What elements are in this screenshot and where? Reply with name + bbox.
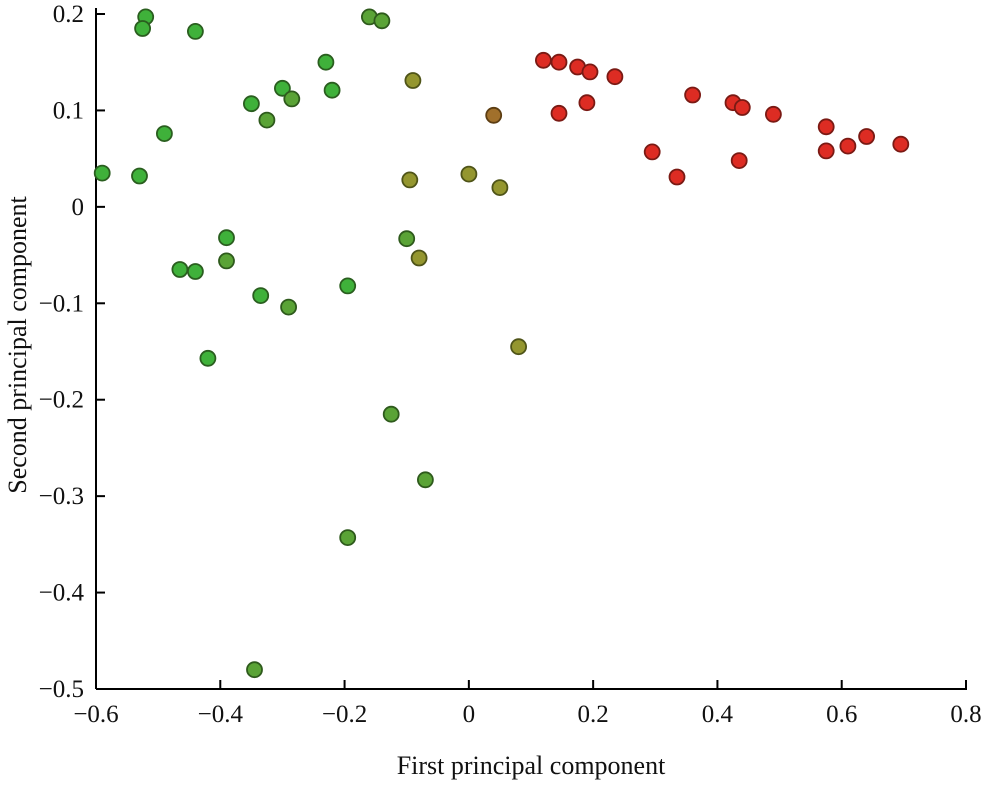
data-point-brown [485, 106, 503, 124]
data-point-red [858, 128, 875, 145]
x-tick-label: 0.2 [578, 701, 609, 728]
y-tick-marks [96, 13, 105, 690]
data-point-dark-green [398, 230, 416, 248]
data-point-red [643, 143, 661, 161]
data-point-green [155, 125, 173, 143]
data-point-dark-green [339, 529, 357, 546]
x-tick-label: −0.2 [322, 701, 367, 728]
data-point-green [273, 79, 291, 97]
x-tick-label: −0.6 [73, 701, 118, 728]
data-point-red [684, 86, 701, 104]
y-tick-labels: −0.5 −0.4 −0.3 −0.2 −0.1 0 0.1 0.2 [39, 1, 85, 703]
x-tick-labels: −0.6 −0.4 −0.2 0 0.2 0.4 0.6 0.8 [73, 701, 981, 728]
y-tick-label: −0.3 [39, 483, 84, 510]
x-tick-label: −0.4 [198, 701, 244, 728]
data-point-olive [491, 179, 509, 197]
scatter-points [93, 8, 910, 679]
y-axis-label: Second principal component [3, 195, 32, 493]
data-point-red [765, 105, 782, 123]
data-point-red [606, 68, 624, 86]
data-point-dark-green [382, 405, 400, 423]
data-point-dark-green [373, 12, 391, 30]
y-tick-label: 0 [72, 194, 85, 221]
data-point-red [839, 137, 857, 155]
data-point-green [218, 229, 235, 247]
data-point-red [892, 135, 910, 153]
data-point-green [171, 261, 189, 278]
data-point-green [186, 22, 204, 40]
data-point-dark-green [258, 111, 276, 129]
axes-spines [95, 8, 967, 690]
x-tick-label: 0 [463, 701, 476, 728]
y-tick-label: −0.4 [39, 580, 85, 607]
data-point-red [581, 63, 599, 81]
x-tick-label: 0.6 [826, 701, 857, 728]
data-point-red [668, 168, 686, 186]
x-axis-label: First principal component [397, 751, 666, 780]
data-point-olive [510, 338, 527, 356]
data-point-green [199, 349, 217, 367]
data-point-green [339, 277, 357, 295]
data-point-red [733, 99, 751, 116]
data-point-olive [404, 72, 422, 89]
y-tick-label: −0.5 [39, 676, 84, 703]
data-point-red [535, 51, 552, 69]
data-point-red [817, 142, 835, 160]
data-point-green [93, 164, 111, 182]
data-point-olive [460, 165, 478, 183]
data-point-dark-green [416, 471, 434, 489]
data-point-green [323, 81, 341, 99]
data-point-red [817, 118, 835, 136]
x-tick-label: 0.8 [950, 701, 981, 728]
data-point-olive [401, 171, 419, 189]
data-point-green [317, 53, 335, 71]
data-point-green [252, 287, 270, 305]
data-point-red [550, 104, 568, 122]
y-tick-label: −0.2 [39, 387, 84, 414]
data-point-dark-green [218, 252, 235, 270]
data-point-dark-green [280, 298, 298, 316]
data-point-green [242, 95, 260, 113]
x-tick-label: 0.4 [702, 701, 734, 728]
x-tick-marks [95, 680, 967, 689]
data-point-olive [410, 249, 428, 267]
data-point-dark-green [246, 661, 263, 679]
data-point-green [186, 263, 204, 280]
data-point-red [578, 94, 596, 112]
data-point-red [730, 152, 748, 170]
data-point-green [134, 20, 152, 37]
data-point-red [550, 53, 568, 71]
data-point-dark-green [283, 90, 301, 108]
y-tick-label: −0.1 [39, 290, 84, 317]
y-tick-label: 0.2 [53, 1, 84, 28]
y-tick-label: 0.1 [53, 97, 84, 124]
data-point-green [131, 167, 148, 185]
